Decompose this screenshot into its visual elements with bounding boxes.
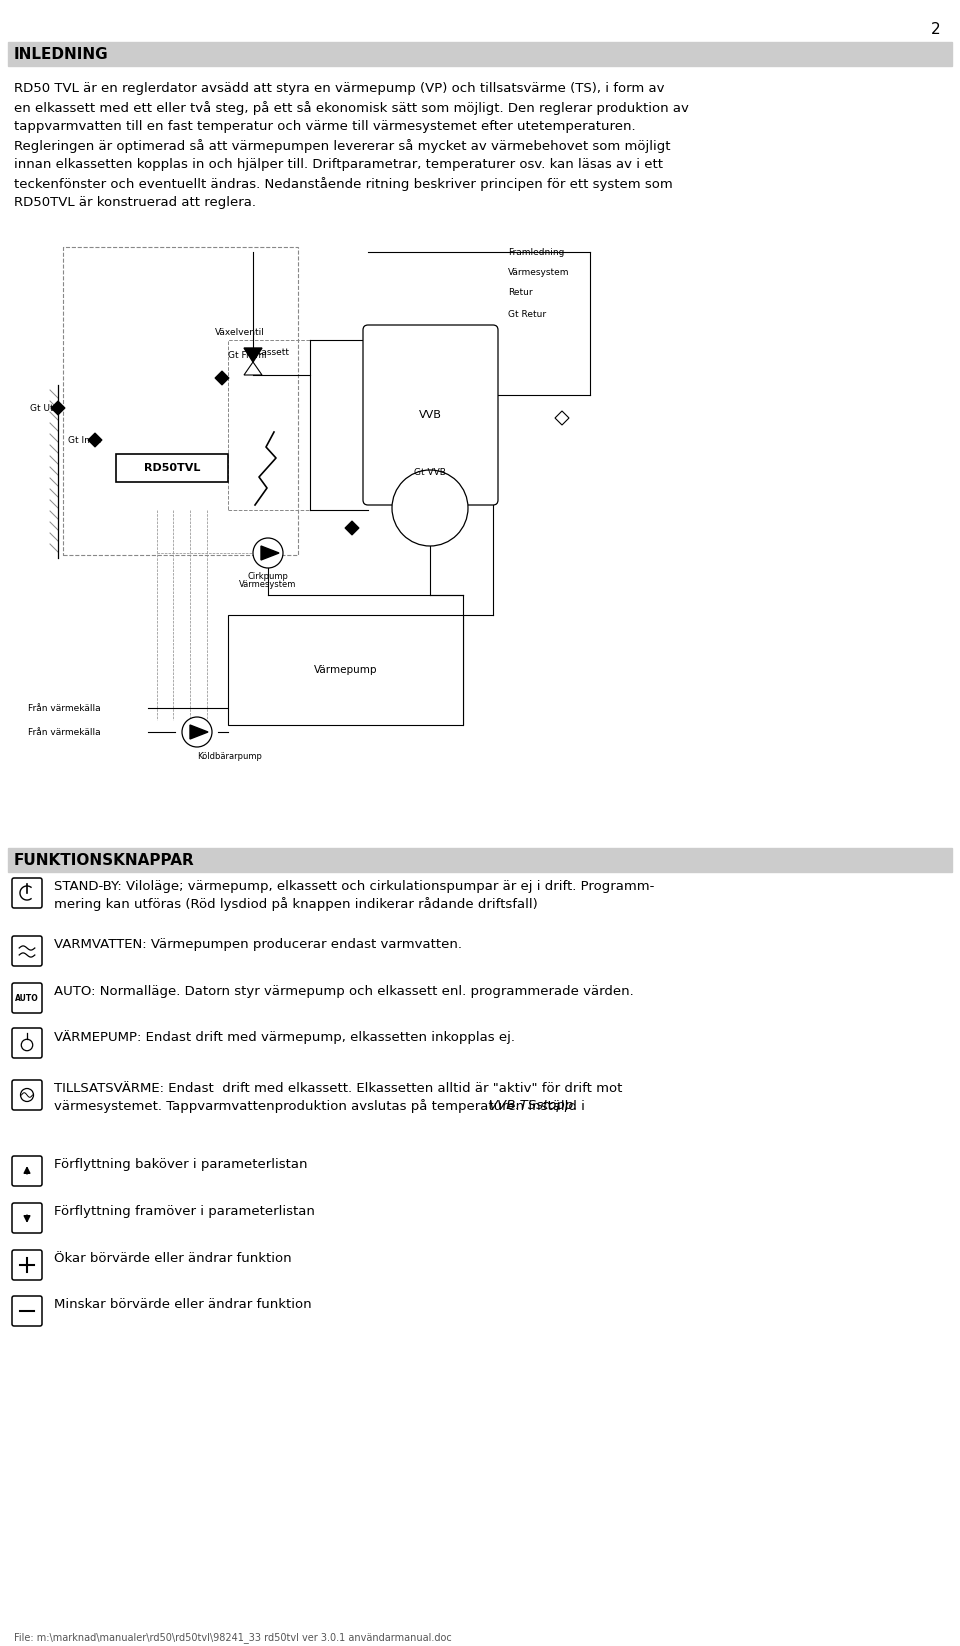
Text: Regleringen är optimerad så att värmepumpen levererar så mycket av värmebehovet : Regleringen är optimerad så att värmepum… bbox=[14, 138, 670, 153]
Bar bbox=[228, 616, 463, 724]
Polygon shape bbox=[51, 402, 65, 415]
Text: innan elkassetten kopplas in och hjälper till. Driftparametrar, temperaturer osv: innan elkassetten kopplas in och hjälper… bbox=[14, 158, 663, 171]
Text: Från värmekälla: Från värmekälla bbox=[28, 703, 101, 713]
Text: STAND-BY: Viloläge; värmepump, elkassett och cirkulationspumpar är ej i drift. P: STAND-BY: Viloläge; värmepump, elkassett… bbox=[54, 881, 655, 894]
FancyBboxPatch shape bbox=[116, 454, 228, 482]
Polygon shape bbox=[261, 546, 279, 560]
Polygon shape bbox=[88, 433, 102, 448]
Text: teckenfönster och eventuellt ändras. Nedanstående ritning beskriver principen fö: teckenfönster och eventuellt ändras. Ned… bbox=[14, 178, 673, 191]
FancyBboxPatch shape bbox=[12, 1203, 42, 1233]
FancyBboxPatch shape bbox=[12, 877, 42, 909]
Text: AUTO: Normalläge. Datorn styr värmepump och elkassett enl. programmerade värden.: AUTO: Normalläge. Datorn styr värmepump … bbox=[54, 984, 634, 997]
Polygon shape bbox=[555, 412, 569, 425]
Circle shape bbox=[20, 1088, 34, 1101]
Text: VÄRMEPUMP: Endast drift med värmepump, elkassetten inkopplas ej.: VÄRMEPUMP: Endast drift med värmepump, e… bbox=[54, 1030, 515, 1044]
Polygon shape bbox=[190, 724, 208, 739]
Text: VARMVATTEN: Värmepumpen producerar endast varmvatten.: VARMVATTEN: Värmepumpen producerar endas… bbox=[54, 938, 462, 951]
Text: mering kan utföras (Röd lysdiod på knappen indikerar rådande driftsfall): mering kan utföras (Röd lysdiod på knapp… bbox=[54, 897, 538, 910]
Text: Värmesystem: Värmesystem bbox=[239, 579, 297, 589]
Text: 2: 2 bbox=[930, 21, 940, 36]
FancyBboxPatch shape bbox=[12, 1155, 42, 1187]
FancyBboxPatch shape bbox=[12, 1029, 42, 1058]
FancyBboxPatch shape bbox=[12, 1295, 42, 1327]
Circle shape bbox=[21, 1039, 33, 1050]
Text: VVB: VVB bbox=[419, 410, 442, 420]
Text: Gt VVB: Gt VVB bbox=[414, 467, 446, 476]
Text: en elkassett med ett eller två steg, på ett så ekonomisk sätt som möjligt. Den r: en elkassett med ett eller två steg, på … bbox=[14, 100, 689, 115]
Polygon shape bbox=[345, 522, 359, 535]
Text: Cirkpump: Cirkpump bbox=[248, 573, 288, 581]
Text: AUTO: AUTO bbox=[15, 994, 38, 1002]
Text: FUNKTIONSKNAPPAR: FUNKTIONSKNAPPAR bbox=[14, 853, 195, 867]
Text: värmesystemet. Tappvarmvattenproduktion avslutas på temperaturen inställd i: värmesystemet. Tappvarmvattenproduktion … bbox=[54, 1100, 589, 1113]
Text: TILLSATSVÄRME: Endast  drift med elkassett. Elkassetten alltid är "aktiv" för dr: TILLSATSVÄRME: Endast drift med elkasset… bbox=[54, 1081, 622, 1095]
Text: Växelventil: Växelventil bbox=[215, 328, 265, 336]
Text: RD50TVL: RD50TVL bbox=[144, 463, 201, 472]
Bar bbox=[228, 341, 310, 510]
Circle shape bbox=[182, 718, 212, 747]
FancyBboxPatch shape bbox=[12, 983, 42, 1012]
Text: File: m:\marknad\manualer\rd50\rd50tvl\98241_33 rd50tvl ver 3.0.1 användarmanual: File: m:\marknad\manualer\rd50\rd50tvl\9… bbox=[14, 1631, 452, 1643]
Text: RD50 TVL är en reglerdator avsädd att styra en värmepump (VP) och tillsatsvärme : RD50 TVL är en reglerdator avsädd att st… bbox=[14, 82, 664, 95]
Text: tappvarmvatten till en fast temperatur och värme till värmesystemet efter utetem: tappvarmvatten till en fast temperatur o… bbox=[14, 120, 636, 133]
Text: Värmesystem: Värmesystem bbox=[508, 268, 569, 277]
Text: Värmepump: Värmepump bbox=[314, 665, 377, 675]
Text: Gt Framl: Gt Framl bbox=[228, 351, 267, 359]
FancyBboxPatch shape bbox=[12, 1080, 42, 1109]
Text: Förflyttning baköver i parameterlistan: Förflyttning baköver i parameterlistan bbox=[54, 1159, 307, 1170]
Text: Elkassett: Elkassett bbox=[249, 347, 290, 357]
Polygon shape bbox=[244, 347, 262, 362]
Text: Minskar börvärde eller ändrar funktion: Minskar börvärde eller ändrar funktion bbox=[54, 1299, 312, 1310]
Bar bbox=[8, 43, 952, 66]
Text: Köldbärarpump: Köldbärarpump bbox=[198, 752, 262, 760]
Text: Gt Retur: Gt Retur bbox=[508, 309, 546, 319]
Text: Gt Inne: Gt Inne bbox=[68, 436, 101, 444]
Text: Gt Ute: Gt Ute bbox=[30, 403, 60, 413]
Bar bbox=[63, 247, 298, 555]
Text: VVB.TSstopp.: VVB.TSstopp. bbox=[489, 1100, 578, 1113]
Text: Ökar börvärde eller ändrar funktion: Ökar börvärde eller ändrar funktion bbox=[54, 1253, 292, 1266]
Text: INLEDNING: INLEDNING bbox=[14, 46, 108, 61]
Text: RD50TVL är konstruerad att reglera.: RD50TVL är konstruerad att reglera. bbox=[14, 196, 256, 209]
FancyBboxPatch shape bbox=[12, 937, 42, 966]
Polygon shape bbox=[215, 370, 229, 385]
Text: Framledning: Framledning bbox=[508, 249, 564, 257]
Bar bbox=[8, 848, 952, 872]
FancyBboxPatch shape bbox=[12, 1249, 42, 1281]
Text: Från värmekälla: Från värmekälla bbox=[28, 728, 101, 736]
FancyBboxPatch shape bbox=[363, 324, 498, 505]
Text: Retur: Retur bbox=[508, 288, 533, 296]
Text: Förflyttning framöver i parameterlistan: Förflyttning framöver i parameterlistan bbox=[54, 1205, 315, 1218]
Circle shape bbox=[392, 471, 468, 546]
Circle shape bbox=[253, 538, 283, 568]
